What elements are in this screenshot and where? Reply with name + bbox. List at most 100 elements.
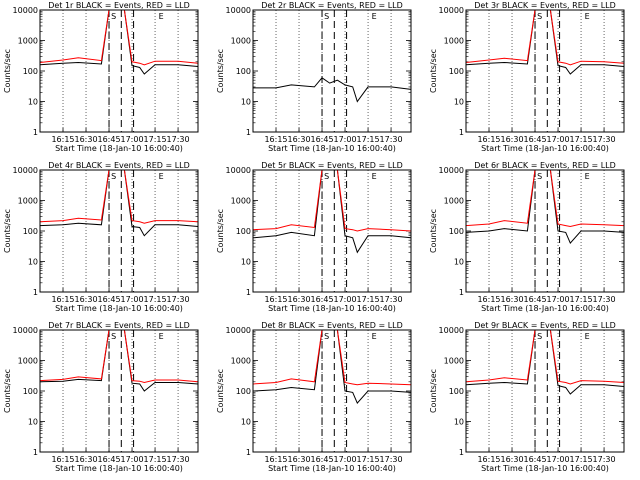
y-axis-label: Counts/sec: [3, 49, 12, 93]
y-tick-label: 100: [449, 387, 464, 396]
x-tick-label: 17:00: [334, 135, 357, 144]
x-tick-label: 16:15: [477, 455, 500, 464]
marker-e: E: [585, 332, 590, 341]
x-tick-label: 17:30: [167, 295, 190, 304]
x-tick-label: 16:30: [74, 135, 97, 144]
y-tick-label: 100: [23, 387, 38, 396]
y-axis-label: Counts/sec: [3, 209, 12, 253]
y-tick-label: 1000: [444, 357, 464, 366]
series-lld: [39, 9, 199, 66]
series-events: [39, 169, 199, 237]
marker-s: S: [111, 172, 116, 181]
y-axis-label: Counts/sec: [3, 369, 12, 413]
marker-e: E: [585, 172, 590, 181]
y-tick-label: 1: [459, 128, 464, 137]
series-lld: [39, 169, 199, 224]
x-tick-label: 17:00: [121, 135, 144, 144]
series-lld: [252, 329, 412, 386]
y-tick-label: 10: [454, 258, 464, 267]
y-tick-label: 10000: [439, 326, 464, 335]
panel-title: Det 6r BLACK = Events, RED = LLD: [474, 161, 616, 170]
x-axis-label: Start Time (18-Jan-10 16:00:40): [268, 464, 396, 473]
panel-det-5: Det 5r BLACK = Events, RED = LLD Counts/s…: [216, 161, 412, 313]
x-axis-label: Start Time (18-Jan-10 16:00:40): [55, 464, 183, 473]
x-axis-label: Start Time (18-Jan-10 16:00:40): [481, 464, 609, 473]
x-tick-label: 16:30: [74, 295, 97, 304]
panel-det-3: Det 3r BLACK = Events, RED = LLD Counts/s…: [429, 1, 625, 153]
x-tick-label: 17:00: [547, 455, 570, 464]
y-tick-label: 10000: [226, 166, 251, 175]
y-tick-label: 100: [236, 227, 251, 236]
y-tick-label: 1: [33, 288, 38, 297]
panel-title: Det 5r BLACK = Events, RED = LLD: [261, 161, 403, 170]
x-tick-label: 17:30: [593, 135, 616, 144]
marker-e: E: [585, 12, 590, 21]
y-tick-label: 10000: [226, 326, 251, 335]
x-tick-label: 16:30: [287, 455, 310, 464]
y-tick-label: 1: [246, 128, 251, 137]
plot-frame: [252, 329, 412, 453]
y-axis-label: Counts/sec: [216, 49, 225, 93]
y-tick-label: 10: [241, 98, 251, 107]
panel-title: Det 3r BLACK = Events, RED = LLD: [474, 1, 616, 10]
x-tick-label: 16:45: [310, 295, 333, 304]
series-lld: [39, 329, 199, 384]
x-axis-label: Start Time (18-Jan-10 16:00:40): [481, 144, 609, 153]
marker-s: S: [111, 332, 116, 341]
x-tick-label: 17:00: [547, 295, 570, 304]
y-axis-label: Counts/sec: [429, 369, 438, 413]
y-tick-label: 10: [28, 418, 38, 427]
x-tick-label: 16:15: [51, 135, 74, 144]
marker-e: E: [372, 332, 377, 341]
panel-det-4: Det 4r BLACK = Events, RED = LLD Counts/s…: [3, 161, 199, 313]
plot-frame: [465, 9, 625, 133]
x-tick-label: 16:15: [477, 135, 500, 144]
panel-det-1: Det 1r BLACK = Events, RED = LLD Counts/s…: [3, 1, 199, 153]
x-tick-label: 16:45: [97, 295, 120, 304]
x-tick-label: 17:30: [167, 455, 190, 464]
plot-frame: [465, 169, 625, 293]
x-tick-label: 17:00: [334, 455, 357, 464]
series-events: [252, 169, 412, 254]
y-tick-label: 1000: [18, 357, 38, 366]
y-tick-label: 10000: [439, 166, 464, 175]
y-tick-label: 1000: [18, 37, 38, 46]
y-tick-label: 1000: [231, 197, 251, 206]
y-tick-label: 10000: [226, 6, 251, 15]
x-tick-label: 17:15: [144, 455, 167, 464]
y-tick-label: 10: [28, 98, 38, 107]
y-tick-label: 100: [236, 67, 251, 76]
y-tick-label: 10: [454, 98, 464, 107]
x-axis-label: Start Time (18-Jan-10 16:00:40): [268, 144, 396, 153]
x-tick-label: 16:45: [97, 135, 120, 144]
y-tick-label: 1000: [444, 197, 464, 206]
series-events: [465, 169, 625, 245]
marker-s: S: [537, 332, 542, 341]
series-lld: [465, 169, 625, 228]
x-tick-label: 16:15: [477, 295, 500, 304]
y-tick-label: 10: [241, 418, 251, 427]
y-tick-label: 1000: [231, 37, 251, 46]
x-tick-label: 17:15: [357, 135, 380, 144]
plot-frame: [39, 9, 199, 133]
x-tick-label: 17:00: [121, 455, 144, 464]
panel-det-7: Det 7r BLACK = Events, RED = LLD Counts/s…: [3, 321, 199, 473]
y-axis-label: Counts/sec: [429, 49, 438, 93]
marker-e: E: [159, 12, 164, 21]
y-tick-label: 10000: [13, 326, 38, 335]
plot-frame: [465, 329, 625, 453]
x-tick-label: 16:30: [287, 295, 310, 304]
x-axis-label: Start Time (18-Jan-10 16:00:40): [481, 304, 609, 313]
marker-e: E: [159, 172, 164, 181]
x-tick-label: 16:30: [500, 135, 523, 144]
x-tick-label: 17:30: [593, 455, 616, 464]
x-tick-label: 16:30: [500, 455, 523, 464]
y-tick-label: 10: [454, 418, 464, 427]
plot-frame: [252, 169, 412, 293]
y-tick-label: 100: [449, 67, 464, 76]
x-tick-label: 16:30: [74, 455, 97, 464]
x-tick-label: 17:15: [357, 455, 380, 464]
x-axis-label: Start Time (18-Jan-10 16:00:40): [55, 304, 183, 313]
x-tick-label: 17:15: [570, 135, 593, 144]
